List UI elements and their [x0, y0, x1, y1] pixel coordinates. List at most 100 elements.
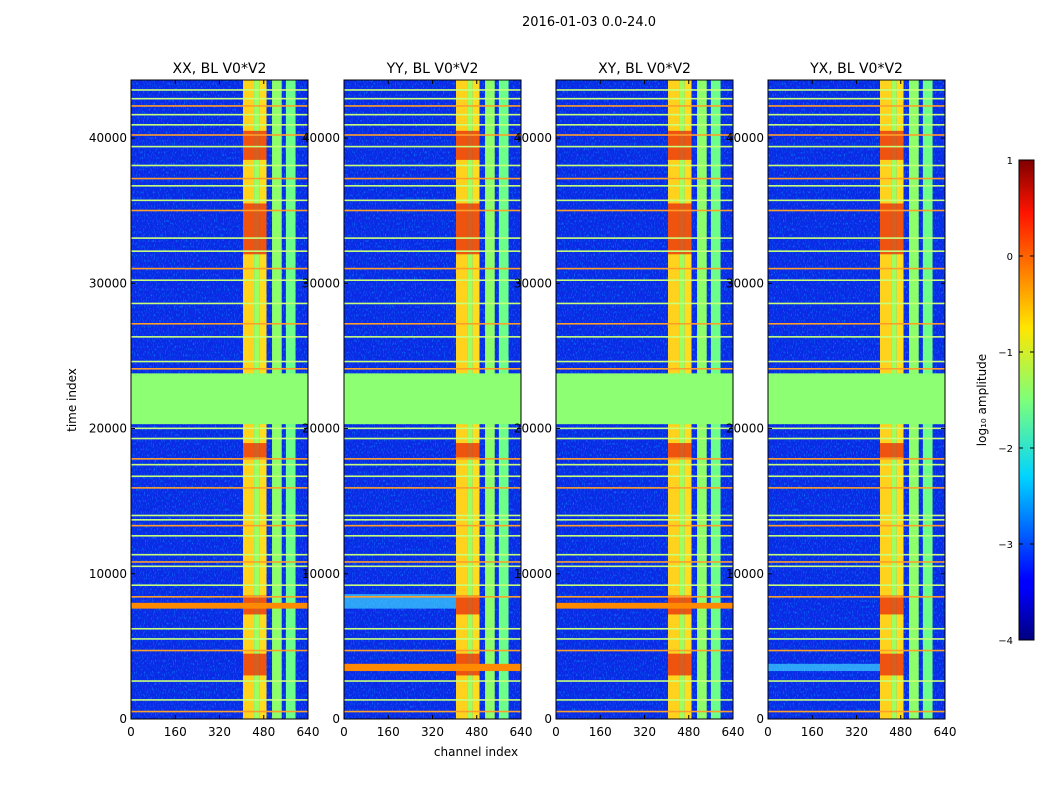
x-axis-label: channel index — [434, 745, 518, 759]
flag-row — [556, 97, 733, 100]
y-tick-label: 0 — [756, 712, 764, 726]
flag-row — [131, 627, 308, 630]
flag-row — [344, 649, 521, 652]
flag-row — [131, 164, 308, 167]
saturated-time-band — [768, 373, 945, 425]
colorbar-tick-label: 0 — [1007, 252, 1013, 263]
flag-row — [131, 710, 308, 713]
x-tick-label: 640 — [722, 725, 745, 739]
flag-row — [344, 627, 521, 630]
flag-row — [768, 627, 945, 630]
strong-time-block — [880, 595, 904, 615]
flag-row — [344, 368, 521, 370]
flag-row — [131, 524, 308, 527]
y-tick-label: 30000 — [89, 276, 127, 290]
flag-row — [556, 649, 733, 652]
flag-row — [131, 336, 308, 338]
flag-row — [768, 514, 945, 517]
flag-row — [344, 124, 521, 126]
strong-time-block — [668, 130, 692, 160]
x-tick-label: 320 — [633, 725, 656, 739]
flag-row — [131, 209, 308, 212]
flag-row — [768, 199, 945, 202]
flag-row — [556, 627, 733, 630]
flag-row — [556, 199, 733, 202]
flag-row — [556, 475, 733, 478]
heatmap-image — [556, 80, 733, 719]
flag-row — [131, 145, 308, 148]
flag-row — [131, 596, 308, 598]
flag-row — [556, 177, 733, 180]
heatmap-image — [344, 80, 521, 719]
flag-row — [768, 185, 945, 187]
x-tick-label: 480 — [465, 725, 488, 739]
flag-row — [131, 97, 308, 100]
panel-title: YX, BL V0*V2 — [809, 61, 903, 77]
flag-row — [344, 209, 521, 212]
strong-time-block — [668, 203, 692, 255]
colorbar-tick-label: −2 — [998, 444, 1013, 455]
flag-row — [768, 209, 945, 212]
hot-row — [344, 663, 521, 672]
flag-row — [768, 649, 945, 652]
flag-row — [131, 487, 308, 489]
flag-row — [768, 463, 945, 466]
flag-row — [768, 475, 945, 478]
flag-row — [556, 124, 733, 126]
panel-title: XY, BL V0*V2 — [598, 61, 691, 77]
flag-row — [131, 368, 308, 370]
x-tick-label: 160 — [164, 725, 187, 739]
y-tick-label: 30000 — [726, 276, 764, 290]
flag-row — [131, 680, 308, 682]
flag-row — [344, 596, 521, 598]
flag-row — [768, 279, 945, 282]
flag-row — [556, 437, 733, 440]
flag-row — [556, 638, 733, 640]
flag-row — [768, 524, 945, 527]
flag-row — [131, 185, 308, 187]
y-tick-label: 40000 — [302, 131, 340, 145]
x-tick-label: 160 — [589, 725, 612, 739]
y-axis-label: time index — [65, 368, 79, 432]
flag-row — [556, 565, 733, 568]
flag-row — [768, 360, 945, 363]
flag-row — [556, 553, 733, 556]
flag-row — [344, 710, 521, 713]
y-tick-label: 0 — [544, 712, 552, 726]
strong-time-block — [243, 130, 267, 160]
flag-row — [556, 584, 733, 586]
flag-row — [556, 336, 733, 338]
strong-time-block — [243, 203, 267, 255]
flag-row — [556, 279, 733, 282]
flag-row — [344, 561, 521, 563]
flag-row — [344, 463, 521, 466]
x-tick-label: 320 — [421, 725, 444, 739]
flag-row — [344, 336, 521, 338]
strong-time-block — [668, 653, 692, 676]
x-tick-label: 0 — [340, 725, 348, 739]
panel-2: YY, BL V0*V2 0 160 320 480 640 0 10000 20000 3000… — [302, 61, 533, 739]
flag-row — [344, 437, 521, 440]
flag-row — [768, 164, 945, 167]
flag-row — [556, 699, 733, 701]
flag-row — [768, 596, 945, 598]
strong-time-block — [880, 203, 904, 255]
flag-row — [556, 427, 733, 430]
flag-row — [131, 89, 308, 91]
flag-row — [131, 463, 308, 466]
flag-row — [344, 524, 521, 527]
flag-row — [131, 535, 308, 537]
hot-row — [556, 602, 733, 609]
x-tick-label: 0 — [127, 725, 135, 739]
flag-row — [768, 487, 945, 489]
y-tick-label: 40000 — [89, 131, 127, 145]
flag-row — [344, 113, 521, 116]
y-tick-label: 10000 — [89, 567, 127, 581]
flag-row — [344, 105, 521, 107]
flag-row — [131, 584, 308, 586]
flag-row — [131, 519, 308, 521]
flag-row — [131, 322, 308, 325]
saturated-time-band — [556, 373, 733, 425]
flag-row — [131, 475, 308, 478]
flag-row — [556, 209, 733, 212]
